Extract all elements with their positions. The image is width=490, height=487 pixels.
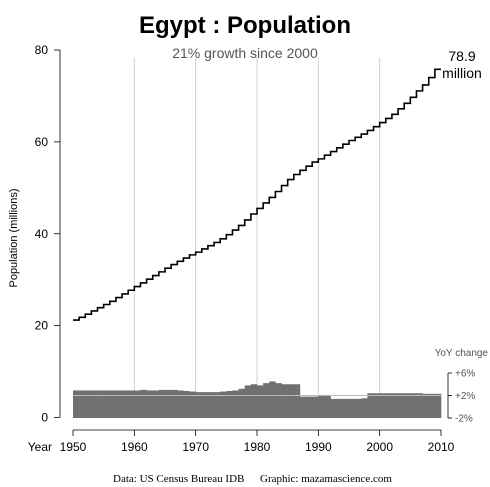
yoy-bar-1960 xyxy=(134,390,141,418)
yoy-bar-1966 xyxy=(171,389,178,418)
yoy-bar-2001 xyxy=(385,393,393,418)
yoy-bar-1976 xyxy=(232,390,239,418)
yoy-bar-2000 xyxy=(379,393,387,418)
yoy-bar-1965 xyxy=(165,389,172,418)
y-tick-label: 60 xyxy=(35,135,49,149)
yoy-bar-1984 xyxy=(281,384,288,418)
yoy-bar-2005 xyxy=(410,393,417,418)
yoy-bar-2004 xyxy=(404,393,411,418)
yoy-bar-1964 xyxy=(158,389,166,418)
y-tick-label: 40 xyxy=(35,227,49,241)
end-unit-label: million xyxy=(442,65,482,81)
yoy-bar-1980 xyxy=(257,385,264,418)
yoy-bar-1953 xyxy=(91,390,98,418)
yoy-bar-1987 xyxy=(299,396,307,418)
yoy-label: YoY change xyxy=(435,348,489,359)
y-tick-label: 80 xyxy=(35,43,49,57)
yoy-bar-1992 xyxy=(330,398,338,418)
yoy-bar-1975 xyxy=(226,391,233,418)
yoy-panel: YoY change +6% +2% -2% xyxy=(73,348,488,425)
y-axis-label: Population (millions) xyxy=(8,188,20,287)
yoy-bar-1958 xyxy=(122,390,129,418)
yoy-bar-1952 xyxy=(85,390,92,418)
x-tick-label: 2000 xyxy=(366,440,393,454)
population-line xyxy=(73,68,441,321)
yoy-bar-1999 xyxy=(373,393,380,418)
x-tick-label: 1970 xyxy=(182,440,209,454)
footer-source: Data: US Census Bureau IDB xyxy=(113,473,244,485)
yoy-bar-2006 xyxy=(416,393,423,418)
yoy-bar-1971 xyxy=(201,392,209,418)
y-tick-label: 20 xyxy=(35,319,49,333)
yoy-bar-1998 xyxy=(367,393,374,418)
yoy-bar-1977 xyxy=(238,388,246,418)
yoy-bar-1967 xyxy=(177,390,184,418)
yoy-bar-1954 xyxy=(97,390,104,418)
yoy-bar-1951 xyxy=(79,390,86,418)
x-tick-label: 1960 xyxy=(121,440,148,454)
x-axis-prefix: Year xyxy=(28,440,52,454)
yoy-bar-1963 xyxy=(152,390,160,418)
yoy-bar-1996 xyxy=(355,398,362,418)
yoy-bar-1972 xyxy=(207,392,215,418)
y-tick-label: 0 xyxy=(41,411,48,425)
yoy-bar-1961 xyxy=(140,389,147,418)
yoy-bar-1962 xyxy=(146,390,154,418)
yoy-bar-1990 xyxy=(318,394,325,418)
yoy-bar-2008 xyxy=(428,393,436,418)
x-tick-label: 2010 xyxy=(428,440,455,454)
yoy-bar-1997 xyxy=(361,398,368,418)
yoy-bar-1993 xyxy=(336,398,344,418)
yoy-bar-1956 xyxy=(109,390,117,418)
yoy-bar-1983 xyxy=(275,383,282,418)
x-tick-label: 1950 xyxy=(60,440,87,454)
yoy-bar-1982 xyxy=(269,381,276,418)
yoy-bar-1981 xyxy=(263,383,270,418)
yoy-bar-1974 xyxy=(220,391,227,418)
axes: 0 20 40 60 80 1950 1960 1970 1980 1990 2000 2010 Yea… xyxy=(28,43,455,454)
chart-subtitle: 21% growth since 2000 xyxy=(172,45,318,61)
yoy-bar-1957 xyxy=(115,390,123,418)
x-tick-label: 1990 xyxy=(305,440,332,454)
yoy-bar-1986 xyxy=(293,384,301,418)
vertical-gridlines xyxy=(133,58,381,410)
yoy-bar-1950 xyxy=(73,390,80,418)
yoy-bar-1994 xyxy=(342,398,350,418)
yoy-bar-1978 xyxy=(244,385,252,418)
yoy-bar-1995 xyxy=(349,398,356,418)
end-value-label: 78.9 xyxy=(448,48,475,64)
yoy-bar-2002 xyxy=(391,393,399,418)
yoy-bar-1970 xyxy=(195,392,203,418)
yoy-bar-2009 xyxy=(434,393,442,418)
yoy-bar-2007 xyxy=(422,393,430,418)
yoy-bar-1973 xyxy=(214,392,221,418)
yoy-bar-1991 xyxy=(324,394,331,418)
yoy-tick-label: +6% xyxy=(455,369,475,380)
footer-graphic: Graphic: mazamascience.com xyxy=(260,473,392,485)
yoy-bar-1955 xyxy=(103,390,111,418)
yoy-tick-label: +2% xyxy=(455,391,475,402)
yoy-bar-2003 xyxy=(398,393,405,418)
yoy-bar-1959 xyxy=(128,390,135,418)
x-tick-label: 1980 xyxy=(244,440,271,454)
yoy-bar-1988 xyxy=(306,396,313,418)
yoy-bar-1979 xyxy=(250,384,258,418)
yoy-tick-label: -2% xyxy=(455,414,473,425)
yoy-bar-1985 xyxy=(287,384,295,418)
yoy-bar-1969 xyxy=(189,391,196,418)
yoy-bar-1989 xyxy=(312,396,319,418)
chart-title: Egypt : Population xyxy=(139,12,351,39)
yoy-bar-1968 xyxy=(183,391,190,418)
population-series xyxy=(73,68,441,321)
